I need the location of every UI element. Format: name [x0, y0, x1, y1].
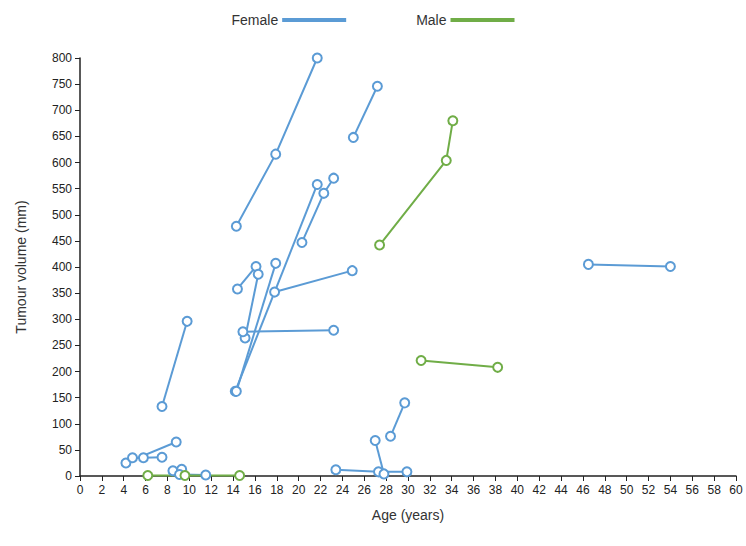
svg-text:60: 60 [729, 483, 743, 497]
svg-text:Tumour volume (mm): Tumour volume (mm) [13, 200, 29, 333]
svg-text:550: 550 [52, 182, 72, 196]
svg-text:52: 52 [642, 483, 656, 497]
svg-text:22: 22 [314, 483, 328, 497]
svg-text:300: 300 [52, 312, 72, 326]
svg-text:0: 0 [77, 483, 84, 497]
svg-text:600: 600 [52, 156, 72, 170]
svg-text:24: 24 [336, 483, 350, 497]
svg-text:12: 12 [205, 483, 219, 497]
svg-text:30: 30 [401, 483, 415, 497]
svg-text:42: 42 [533, 483, 547, 497]
svg-text:46: 46 [576, 483, 590, 497]
svg-text:700: 700 [52, 103, 72, 117]
svg-text:20: 20 [292, 483, 306, 497]
svg-text:Male: Male [416, 12, 447, 28]
svg-text:8: 8 [164, 483, 171, 497]
svg-text:Female: Female [231, 12, 278, 28]
svg-text:54: 54 [664, 483, 678, 497]
svg-text:16: 16 [248, 483, 262, 497]
svg-text:2: 2 [99, 483, 106, 497]
svg-text:250: 250 [52, 338, 72, 352]
svg-text:100: 100 [52, 417, 72, 431]
svg-text:58: 58 [707, 483, 721, 497]
svg-text:800: 800 [52, 51, 72, 65]
svg-text:350: 350 [52, 286, 72, 300]
svg-text:4: 4 [120, 483, 127, 497]
svg-text:48: 48 [598, 483, 612, 497]
svg-text:18: 18 [270, 483, 284, 497]
svg-text:44: 44 [554, 483, 568, 497]
svg-text:14: 14 [226, 483, 240, 497]
svg-text:500: 500 [52, 208, 72, 222]
svg-text:28: 28 [379, 483, 393, 497]
svg-text:50: 50 [59, 443, 73, 457]
svg-text:450: 450 [52, 234, 72, 248]
svg-text:400: 400 [52, 260, 72, 274]
svg-text:200: 200 [52, 365, 72, 379]
svg-text:0: 0 [65, 469, 72, 483]
svg-text:Age (years): Age (years) [372, 507, 444, 523]
svg-text:32: 32 [423, 483, 437, 497]
svg-text:650: 650 [52, 129, 72, 143]
svg-text:50: 50 [620, 483, 634, 497]
svg-text:36: 36 [467, 483, 481, 497]
svg-text:750: 750 [52, 77, 72, 91]
svg-text:56: 56 [686, 483, 700, 497]
svg-text:10: 10 [183, 483, 197, 497]
svg-text:150: 150 [52, 391, 72, 405]
svg-text:38: 38 [489, 483, 503, 497]
svg-text:26: 26 [358, 483, 372, 497]
svg-text:34: 34 [445, 483, 459, 497]
svg-text:40: 40 [511, 483, 525, 497]
svg-text:6: 6 [142, 483, 149, 497]
